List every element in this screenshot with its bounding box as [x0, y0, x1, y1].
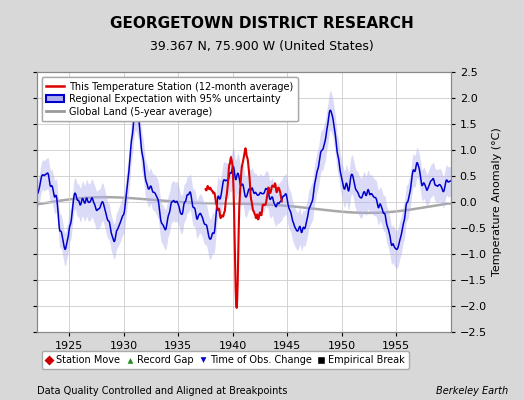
Y-axis label: Temperature Anomaly (°C): Temperature Anomaly (°C) [493, 128, 503, 276]
Text: 39.367 N, 75.900 W (United States): 39.367 N, 75.900 W (United States) [150, 40, 374, 53]
Text: Berkeley Earth: Berkeley Earth [436, 386, 508, 396]
Legend: This Temperature Station (12-month average), Regional Expectation with 95% uncer: This Temperature Station (12-month avera… [41, 77, 298, 122]
Legend: Station Move, Record Gap, Time of Obs. Change, Empirical Break: Station Move, Record Gap, Time of Obs. C… [41, 351, 409, 369]
Text: GEORGETOWN DISTRICT RESEARCH: GEORGETOWN DISTRICT RESEARCH [110, 16, 414, 31]
Text: Data Quality Controlled and Aligned at Breakpoints: Data Quality Controlled and Aligned at B… [37, 386, 287, 396]
